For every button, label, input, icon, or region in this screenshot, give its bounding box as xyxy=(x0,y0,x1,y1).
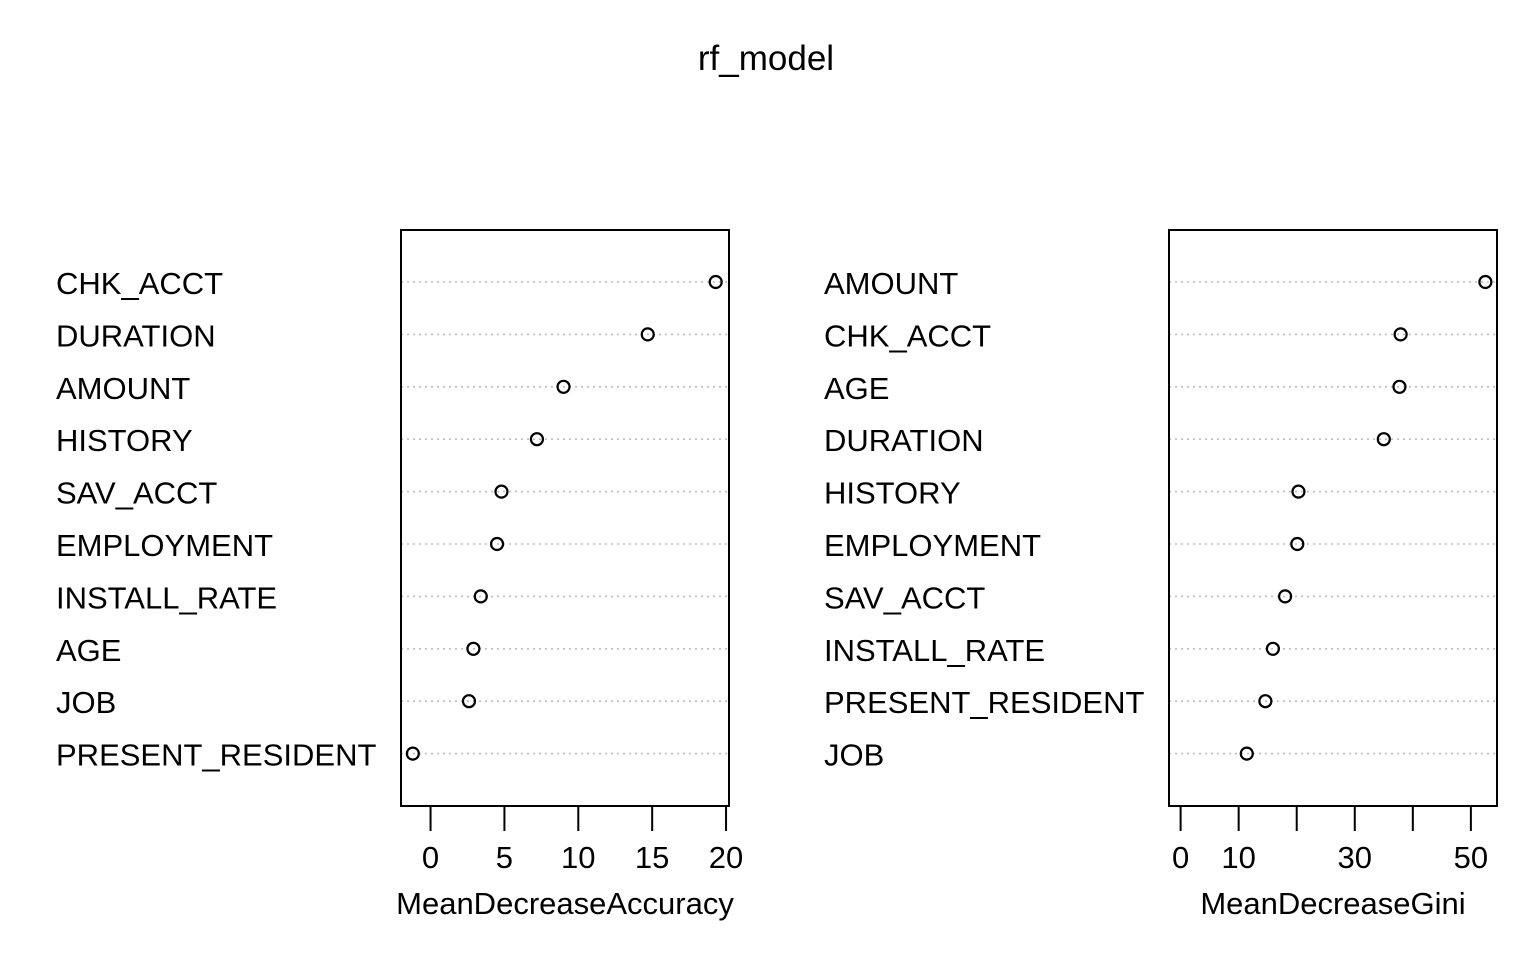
data-point xyxy=(1278,589,1293,604)
data-point xyxy=(708,274,723,290)
x-axis-label: MeanDecreaseAccuracy xyxy=(396,886,734,921)
x-tick-label: 5 xyxy=(496,840,513,875)
data-point xyxy=(640,327,655,342)
category-label: CHK_ACCT xyxy=(56,266,223,301)
category-label: SAV_ACCT xyxy=(56,476,217,511)
category-label: PRESENT_RESIDENT xyxy=(56,738,376,773)
data-point xyxy=(405,746,420,761)
data-point xyxy=(1258,694,1273,709)
data-point xyxy=(473,589,488,604)
category-label: JOB xyxy=(56,685,116,720)
data-point xyxy=(466,641,481,656)
x-tick-label: 50 xyxy=(1454,840,1488,875)
category-label: AMOUNT xyxy=(56,371,190,406)
data-point xyxy=(556,379,571,394)
category-label: AGE xyxy=(824,371,889,406)
data-point xyxy=(1265,641,1281,656)
data-point xyxy=(461,694,477,709)
plot-frame xyxy=(1168,229,1498,807)
category-label: EMPLOYMENT xyxy=(56,528,273,563)
chart-title: rf_model xyxy=(698,39,834,78)
category-label: DURATION xyxy=(824,423,984,458)
category-label: JOB xyxy=(824,738,884,773)
category-label: HISTORY xyxy=(56,423,193,458)
x-axis-label: MeanDecreaseGini xyxy=(1200,886,1465,921)
category-label: SAV_ACCT xyxy=(824,580,985,615)
x-tick-label: 10 xyxy=(561,840,595,875)
x-tick-label: 30 xyxy=(1338,840,1372,875)
x-tick-label: 0 xyxy=(422,840,439,875)
data-point xyxy=(529,432,545,447)
category-label: HISTORY xyxy=(824,476,961,511)
x-tick-label: 15 xyxy=(635,840,669,875)
category-label: DURATION xyxy=(56,318,216,353)
category-label: PRESENT_RESIDENT xyxy=(824,685,1144,720)
data-point xyxy=(1239,746,1254,761)
data-point xyxy=(1478,274,1493,290)
x-tick-label: 20 xyxy=(709,840,743,875)
category-label: CHK_ACCT xyxy=(824,318,991,353)
data-point xyxy=(1291,484,1306,499)
category-label: INSTALL_RATE xyxy=(824,633,1045,668)
data-point xyxy=(1393,327,1408,342)
category-label: AGE xyxy=(56,633,121,668)
data-point xyxy=(1290,536,1305,552)
data-point xyxy=(1376,432,1391,447)
data-point xyxy=(489,536,505,552)
plot-frame xyxy=(400,229,730,807)
x-tick-label: 10 xyxy=(1221,840,1255,875)
data-point xyxy=(1392,379,1407,394)
data-point xyxy=(494,484,509,499)
x-tick-label: 0 xyxy=(1172,840,1189,875)
category-label: AMOUNT xyxy=(824,266,958,301)
category-label: INSTALL_RATE xyxy=(56,580,277,615)
category-label: EMPLOYMENT xyxy=(824,528,1041,563)
